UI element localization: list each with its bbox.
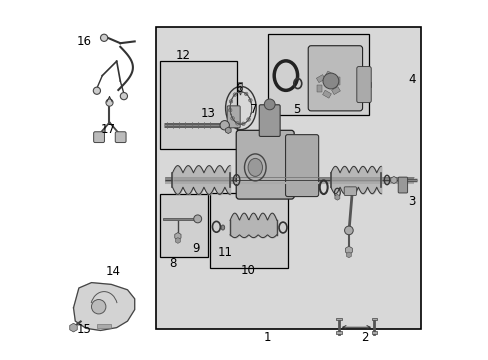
Text: 7: 7 bbox=[249, 103, 257, 116]
Bar bbox=[238, 82, 242, 87]
Ellipse shape bbox=[221, 225, 224, 230]
Bar bbox=[325, 71, 333, 79]
Circle shape bbox=[230, 117, 234, 120]
FancyBboxPatch shape bbox=[236, 130, 294, 199]
FancyBboxPatch shape bbox=[307, 46, 362, 111]
Bar bbox=[371, 331, 376, 334]
Bar bbox=[210, 193, 287, 268]
Text: 13: 13 bbox=[201, 107, 216, 120]
FancyBboxPatch shape bbox=[285, 135, 318, 197]
FancyBboxPatch shape bbox=[344, 187, 356, 195]
Circle shape bbox=[220, 121, 229, 130]
Circle shape bbox=[228, 108, 231, 112]
Text: 2: 2 bbox=[361, 331, 368, 344]
Text: 17: 17 bbox=[100, 123, 115, 136]
Bar bbox=[336, 318, 341, 320]
Text: 11: 11 bbox=[217, 246, 232, 258]
Bar bbox=[334, 77, 339, 85]
Text: 4: 4 bbox=[407, 73, 415, 86]
Circle shape bbox=[229, 100, 232, 103]
Circle shape bbox=[193, 215, 201, 223]
Circle shape bbox=[238, 90, 242, 94]
FancyBboxPatch shape bbox=[356, 67, 370, 103]
Text: 8: 8 bbox=[168, 257, 176, 270]
Text: 10: 10 bbox=[240, 264, 255, 277]
Text: 14: 14 bbox=[105, 265, 121, 278]
Text: 5: 5 bbox=[292, 103, 300, 116]
Text: 16: 16 bbox=[77, 35, 92, 48]
Bar bbox=[267, 34, 368, 115]
Bar bbox=[371, 318, 376, 320]
Bar bbox=[316, 75, 325, 82]
Circle shape bbox=[322, 73, 338, 89]
Text: 3: 3 bbox=[407, 195, 415, 208]
Bar bbox=[322, 90, 331, 98]
Circle shape bbox=[106, 99, 113, 106]
Circle shape bbox=[91, 300, 106, 314]
Circle shape bbox=[244, 92, 247, 96]
Circle shape bbox=[235, 122, 239, 125]
Circle shape bbox=[264, 99, 275, 110]
Text: 12: 12 bbox=[176, 49, 190, 62]
Circle shape bbox=[101, 34, 107, 41]
Ellipse shape bbox=[247, 158, 262, 176]
FancyBboxPatch shape bbox=[259, 105, 280, 136]
Bar bbox=[160, 194, 208, 257]
Bar bbox=[331, 87, 340, 95]
Bar bbox=[156, 27, 420, 329]
FancyBboxPatch shape bbox=[397, 177, 407, 193]
Circle shape bbox=[93, 87, 101, 94]
Circle shape bbox=[246, 118, 250, 121]
Circle shape bbox=[233, 93, 236, 96]
FancyBboxPatch shape bbox=[94, 132, 104, 143]
Text: 9: 9 bbox=[192, 242, 199, 255]
Bar bbox=[160, 61, 237, 149]
Polygon shape bbox=[73, 283, 134, 330]
Bar bbox=[97, 324, 111, 328]
FancyBboxPatch shape bbox=[227, 106, 240, 128]
Bar bbox=[366, 82, 370, 87]
Circle shape bbox=[248, 98, 252, 102]
Bar bbox=[336, 331, 341, 334]
Text: 1: 1 bbox=[264, 331, 271, 344]
Text: 15: 15 bbox=[77, 323, 92, 336]
Circle shape bbox=[344, 226, 352, 235]
FancyBboxPatch shape bbox=[115, 132, 126, 143]
Circle shape bbox=[120, 93, 127, 100]
Bar bbox=[316, 85, 321, 92]
Text: 6: 6 bbox=[235, 82, 243, 95]
Circle shape bbox=[241, 122, 244, 126]
